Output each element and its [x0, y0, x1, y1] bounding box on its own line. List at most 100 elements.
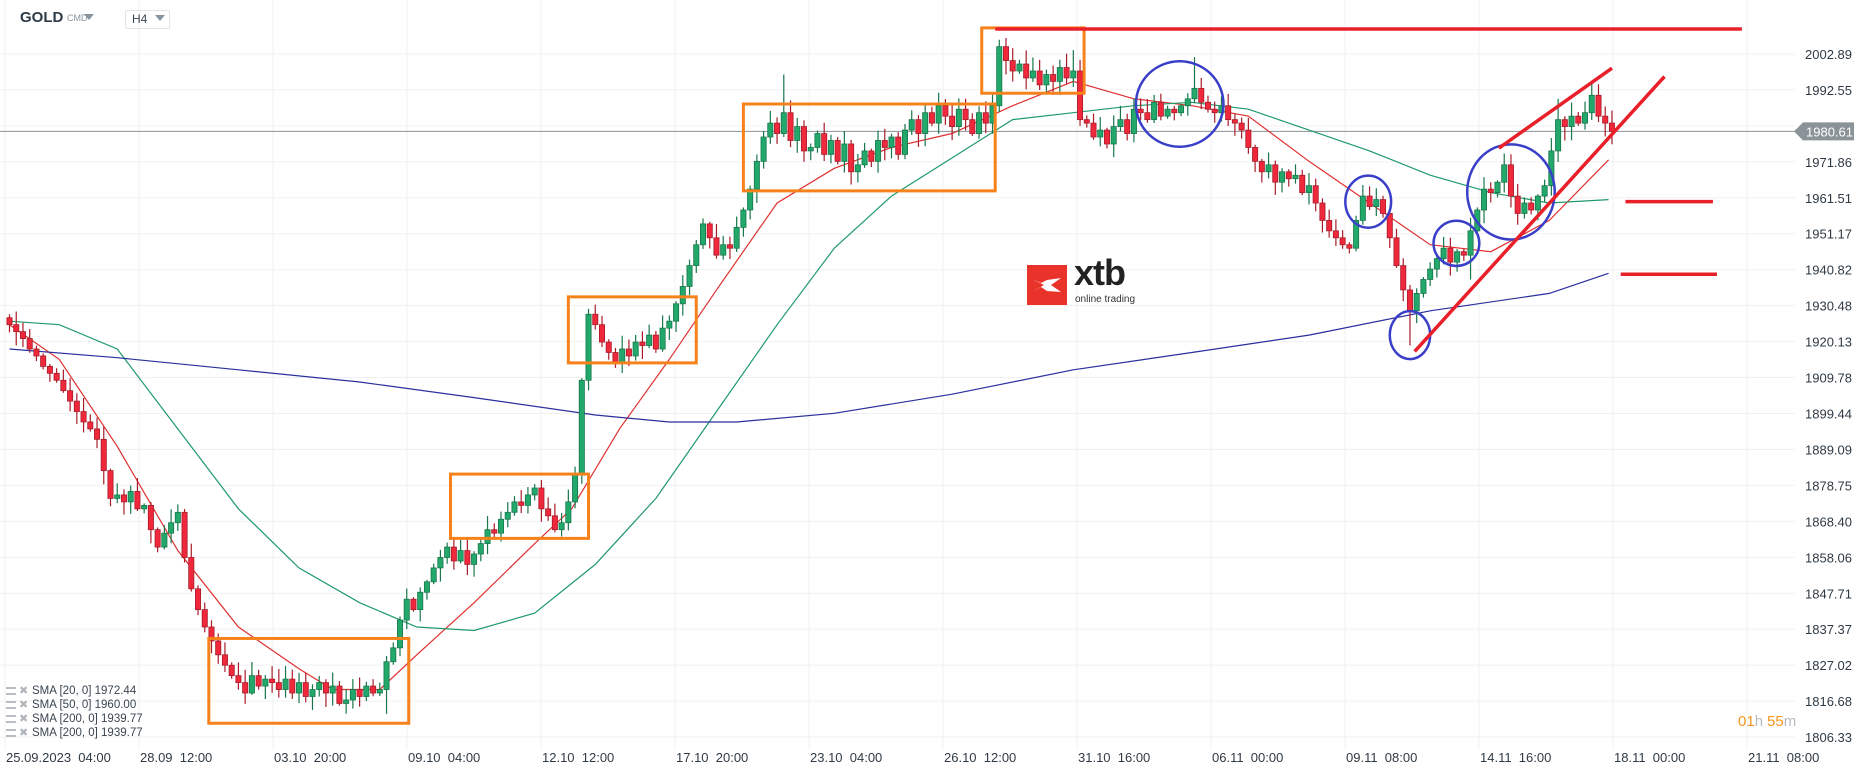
candle-body: [720, 244, 727, 256]
candle-body: [1595, 94, 1602, 117]
settings-icon[interactable]: [6, 701, 16, 709]
candle-body: [1157, 101, 1164, 117]
candle-down: [787, 100, 794, 148]
candle-down: [53, 368, 60, 383]
candle-down: [915, 115, 922, 147]
candle-body: [632, 341, 639, 357]
candle-body: [1602, 115, 1609, 124]
candle-body: [693, 244, 700, 266]
symbol-dropdown-icon[interactable]: [84, 14, 94, 20]
consolidation-box[interactable]: [207, 636, 411, 725]
candle-body: [275, 682, 282, 690]
remove-icon[interactable]: ✖: [19, 699, 29, 711]
settings-icon[interactable]: [6, 687, 16, 695]
candle-up: [686, 259, 693, 296]
candle-body: [955, 108, 962, 127]
candle-body: [753, 160, 760, 190]
candle-up: [908, 110, 915, 136]
candle-down: [605, 339, 612, 360]
time-axis[interactable]: 25.09.2023 04:00 28.09 12:00 03.10 20:00 09…: [6, 750, 1819, 765]
highlight-ellipse[interactable]: [1465, 143, 1556, 241]
candle-down: [1487, 182, 1494, 203]
remove-icon[interactable]: ✖: [19, 727, 29, 739]
candle-body: [1366, 195, 1373, 207]
candle-down: [107, 468, 114, 507]
candle-body: [1521, 202, 1528, 214]
candle-body: [740, 209, 747, 228]
candle-up: [457, 539, 464, 564]
candle-up: [1420, 277, 1427, 298]
candle-body: [1103, 129, 1110, 145]
drawn-trend-line[interactable]: [1497, 66, 1613, 150]
candle-body: [504, 511, 511, 520]
candle-down: [73, 393, 80, 425]
candle-body: [383, 661, 390, 690]
candle-body: [322, 682, 329, 694]
candle-body: [538, 487, 545, 510]
price-tick-label: 1909.78: [1805, 371, 1852, 386]
candle-up: [437, 549, 444, 582]
candle-body: [1225, 105, 1232, 121]
settings-icon[interactable]: [6, 715, 16, 723]
candle-body: [1077, 70, 1084, 121]
candle-body: [60, 379, 67, 392]
remove-icon[interactable]: ✖: [19, 685, 29, 697]
highlight-ellipse[interactable]: [1134, 60, 1225, 148]
candle-down: [228, 662, 235, 679]
legend-item[interactable]: ✖ SMA [20, 0] 1972.44: [6, 684, 143, 698]
candle-body: [1299, 174, 1306, 194]
candle-up: [1279, 168, 1286, 193]
candle-down: [545, 497, 552, 521]
candle-body: [814, 133, 821, 148]
timeframe-select[interactable]: H4: [125, 10, 170, 29]
candle-body: [935, 105, 942, 124]
price-tick-label: 1961.51: [1805, 191, 1852, 206]
candle-body: [1036, 70, 1043, 86]
candle-up: [1454, 249, 1461, 272]
drawn-trend-line[interactable]: [1413, 75, 1666, 353]
price-axis[interactable]: 2002.89 1992.55 1971.86 1961.51 1951.17 1940.…: [1794, 47, 1854, 745]
candle-body: [1359, 195, 1366, 221]
candle-up: [578, 378, 585, 484]
symbol-name[interactable]: GOLD: [20, 9, 64, 26]
chevron-down-icon: [155, 15, 165, 21]
candle-down: [1460, 248, 1467, 261]
settings-icon[interactable]: [6, 729, 16, 737]
candle-down: [289, 669, 296, 699]
candle-down: [1103, 127, 1110, 149]
candle-body: [1339, 237, 1346, 246]
candle-down: [1514, 184, 1521, 225]
consolidation-box[interactable]: [449, 472, 591, 540]
consolidation-box[interactable]: [741, 102, 997, 193]
candle-down: [1561, 116, 1568, 141]
consolidation-box[interactable]: [566, 295, 698, 365]
legend-item[interactable]: ✖ SMA [200, 0] 1939.77: [6, 726, 143, 740]
candle-body: [1279, 171, 1286, 183]
legend-item[interactable]: ✖ SMA [200, 0] 1939.77: [6, 712, 143, 726]
candle-down: [848, 139, 855, 185]
candle-down: [6, 314, 13, 333]
highlight-ellipse[interactable]: [1344, 174, 1393, 229]
candle-down: [336, 681, 343, 706]
candle-up: [1178, 103, 1185, 117]
candle-body: [1164, 108, 1171, 117]
candle-down: [181, 508, 188, 563]
drawn-annotations[interactable]: [207, 26, 1742, 725]
candle-body: [1043, 74, 1050, 86]
candle-down: [275, 669, 282, 698]
candle-up: [854, 154, 861, 183]
legend-item[interactable]: ✖ SMA [50, 0] 1960.00: [6, 698, 143, 712]
candle-down: [40, 353, 47, 370]
candle-body: [1029, 70, 1036, 79]
candle-body: [1568, 115, 1575, 127]
candle-body: [1467, 230, 1474, 256]
price-tick-label: 1827.02: [1805, 658, 1852, 673]
candle-up: [1164, 105, 1171, 119]
candle-down: [1258, 158, 1265, 183]
highlight-ellipse[interactable]: [1432, 219, 1481, 268]
candle-down: [1575, 112, 1582, 126]
candle-down: [612, 347, 619, 368]
remove-icon[interactable]: ✖: [19, 713, 29, 725]
candle-down: [1319, 198, 1326, 233]
